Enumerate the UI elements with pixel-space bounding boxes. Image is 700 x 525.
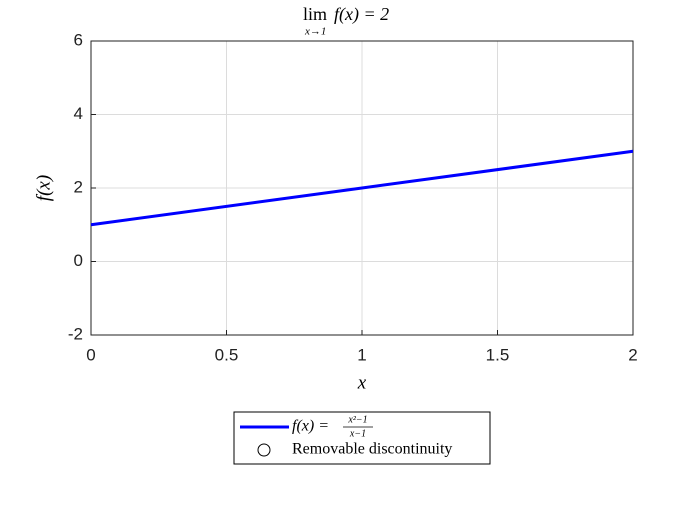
title-rest: f(x) = 2 xyxy=(334,4,389,25)
legend-marker xyxy=(257,443,271,457)
line xyxy=(90,149,634,227)
legend-label: f(x) = xyxy=(292,418,329,435)
y-tick-label: -2 xyxy=(68,324,83,343)
title-lim: lim xyxy=(303,4,327,24)
legend-label: Removable discontinuity xyxy=(292,441,452,458)
y-tick-label: 4 xyxy=(74,104,83,123)
y-tick-label: 6 xyxy=(74,30,83,49)
x-axis-label: x xyxy=(357,372,367,393)
legend-numerator: x²−1 xyxy=(347,414,367,425)
legend-box xyxy=(233,411,491,465)
title: lim x→1 f(x) = 2 xyxy=(303,4,389,37)
x-tick-label: 1.5 xyxy=(486,345,510,364)
x-tick-label: 1 xyxy=(357,345,366,364)
axes-frame xyxy=(90,40,634,336)
x-tick-label: 0.5 xyxy=(215,345,239,364)
x-tick-label: 2 xyxy=(628,345,637,364)
x-tick-label: 0 xyxy=(86,345,95,364)
legend-denominator: x−1 xyxy=(349,428,366,439)
legend: f(x) = x²−1 x−1 Removable discontinuity xyxy=(233,411,491,465)
y-axis-label: f(x) xyxy=(33,175,54,201)
title-subscript: x→1 xyxy=(304,26,326,38)
y-tick-label: 0 xyxy=(74,251,83,270)
y-tick-label: 2 xyxy=(74,177,83,196)
